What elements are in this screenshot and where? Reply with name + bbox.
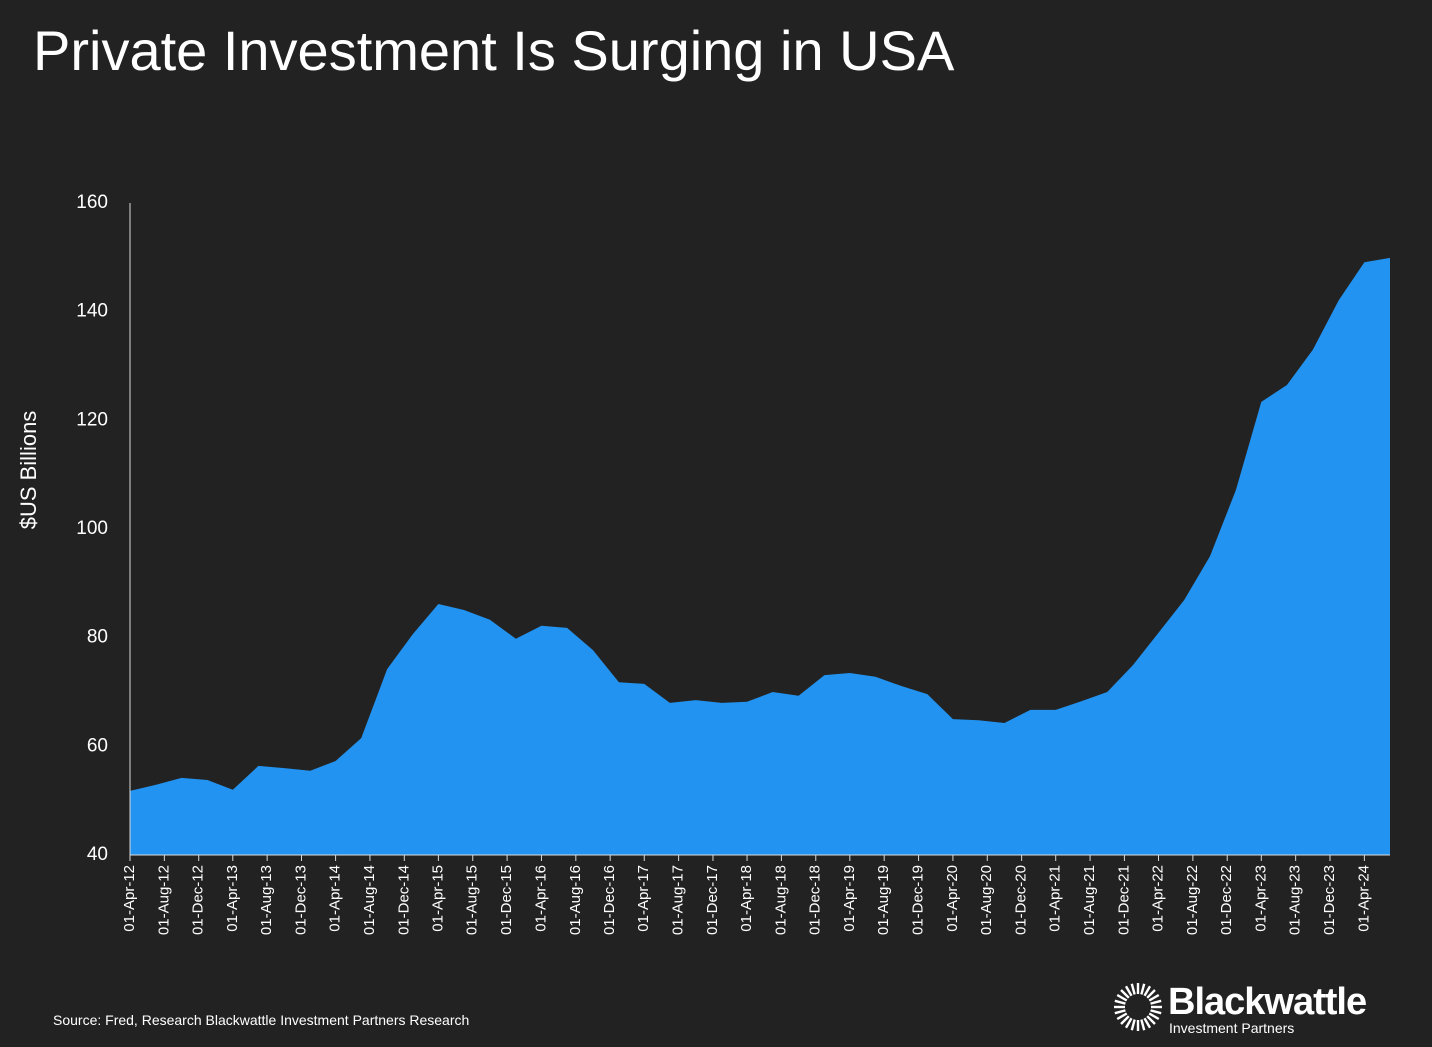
x-tick-label: 01-Apr-13 [224, 865, 241, 932]
x-tick-label: 01-Aug-18 [772, 865, 789, 935]
x-tick-label: 01-Dec-13 [292, 865, 309, 935]
logo-ray [1114, 999, 1126, 1005]
logo-ray [1120, 989, 1130, 999]
logo-ray [1150, 1009, 1162, 1015]
x-tick-label: 01-Apr-14 [327, 865, 344, 932]
logo-ray [1124, 985, 1133, 997]
logo-ray [1143, 985, 1152, 997]
y-tick-label: 120 [76, 409, 108, 430]
x-tick-label: 01-Dec-20 [1013, 865, 1030, 935]
logo-icon [1114, 983, 1162, 1031]
x-tick-label: 01-Dec-19 [910, 865, 927, 935]
x-tick-label: 01-Dec-15 [498, 865, 515, 935]
x-tick-label: 01-Apr-16 [532, 865, 549, 932]
x-tick-label: 01-Apr-21 [1047, 865, 1064, 932]
logo-ray [1120, 1015, 1130, 1025]
x-tick-label: 01-Aug-14 [361, 865, 378, 935]
logo-ray [1150, 999, 1162, 1005]
x-tick-label: 01-Aug-20 [978, 865, 995, 935]
x-tick-label: 01-Apr-24 [1355, 865, 1372, 932]
x-tick-label: 01-Aug-15 [464, 865, 481, 935]
x-tick-label: 01-Apr-22 [1149, 865, 1166, 932]
logo-ray [1140, 1019, 1146, 1031]
y-tick-label: 100 [76, 518, 108, 539]
logo-ray [1116, 1012, 1128, 1021]
logo-ray [1148, 1012, 1160, 1021]
y-tick-label: 40 [87, 844, 108, 865]
logo-ray [1146, 989, 1156, 999]
chart-title: Private Investment Is Surging in USA [33, 19, 955, 82]
x-tick-label: 01-Apr-18 [738, 865, 755, 932]
x-tick-label: 01-Dec-23 [1321, 865, 1338, 935]
y-tick-label: 80 [87, 627, 108, 648]
logo-name: Blackwattle [1168, 981, 1366, 1023]
x-tick-label: 01-Aug-13 [258, 865, 275, 935]
area [130, 257, 1390, 855]
x-tick-label: 01-Aug-23 [1287, 865, 1304, 935]
x-tick-label: 01-Dec-16 [601, 865, 618, 935]
y-tick-label: 60 [87, 735, 108, 756]
x-tick-label: 01-Aug-22 [1184, 865, 1201, 935]
logo-ray [1140, 983, 1146, 995]
logo-ray [1143, 1017, 1152, 1029]
logo-tagline: Investment Partners [1169, 1020, 1294, 1036]
x-tick-label: 01-Dec-22 [1218, 865, 1235, 935]
y-tick-label: 140 [76, 301, 108, 322]
x-tick-label: 01-Apr-23 [1252, 865, 1269, 932]
x-tick-label: 01-Apr-17 [635, 865, 652, 932]
logo-ray [1148, 993, 1160, 1002]
x-tick-label: 01-Aug-19 [875, 865, 892, 935]
x-tick-label: 01-Dec-14 [395, 865, 412, 935]
x-tick-label: 01-Dec-18 [807, 865, 824, 935]
x-tick-label: 01-Aug-16 [567, 865, 584, 935]
x-tick-label: 01-Apr-12 [121, 865, 138, 932]
x-tick-label: 01-Dec-21 [1115, 865, 1132, 935]
x-tick-label: 01-Apr-20 [944, 865, 961, 932]
x-tick-label: 01-Aug-12 [155, 865, 172, 935]
logo-ray [1146, 1015, 1156, 1025]
logo-ray [1114, 1009, 1126, 1015]
source-note: Source: Fred, Research Blackwattle Inves… [53, 1012, 469, 1028]
logo-ray [1116, 993, 1128, 1002]
logo-ray [1130, 983, 1136, 995]
x-tick-label: 01-Apr-19 [841, 865, 858, 932]
x-tick-label: 01-Aug-17 [670, 865, 687, 935]
x-tick-label: 01-Dec-17 [704, 865, 721, 935]
x-tick-label: 01-Dec-12 [190, 865, 207, 935]
x-tick-label: 01-Apr-15 [429, 865, 446, 932]
y-axis-label: $US Billions [16, 411, 41, 530]
y-tick-label: 160 [76, 192, 108, 213]
x-tick-label: 01-Aug-21 [1081, 865, 1098, 935]
logo-ray [1124, 1017, 1133, 1029]
logo-ray [1130, 1019, 1136, 1031]
